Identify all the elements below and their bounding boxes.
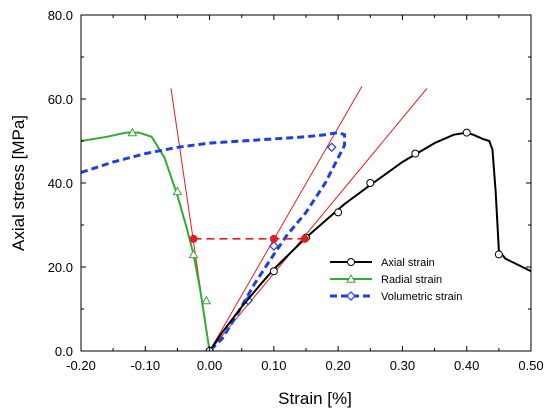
radial-strain-line <box>81 131 211 351</box>
radial-strain-point <box>201 295 212 305</box>
guide-5-line <box>209 86 363 351</box>
axial-strain-point <box>411 149 420 158</box>
x-axis-title: Strain [%] <box>278 389 352 408</box>
guide-3-point <box>300 234 309 243</box>
legend-radial-strain-marker <box>346 273 356 283</box>
legend-volumetric-strain-marker <box>346 291 356 301</box>
axial-strain-point <box>269 267 278 276</box>
x-tick-label: 0.20 <box>325 358 350 373</box>
plot-layer <box>81 86 531 351</box>
y-tick-label: 40.0 <box>48 176 73 191</box>
axes-layer: -0.20 -0.10 0.00 0.10 0.20 0.30 0.40 0.50 0.0 20.… <box>48 8 544 373</box>
x-tick-label: 0.30 <box>390 358 415 373</box>
axial-strain-point <box>494 250 503 259</box>
plot-area <box>81 86 531 351</box>
radial-strain-point <box>188 249 199 259</box>
axial-strain-point <box>366 179 375 187</box>
radial-strain-point <box>172 186 183 196</box>
legend-axial-strain-marker <box>347 258 355 266</box>
legend-volumetric-strain-label: Volumetric strain <box>381 291 462 303</box>
legend: Axial strain Radial strain Volumetric stra… <box>330 257 462 303</box>
legend-axial-strain-label: Axial strain <box>381 257 435 269</box>
x-tick-label: 0.00 <box>197 358 222 373</box>
x-tick-label: 0.50 <box>518 358 543 373</box>
x-tick-label: 0.10 <box>261 358 286 373</box>
x-tick-label: -0.20 <box>66 358 96 373</box>
volumetric-strain-point <box>269 241 279 251</box>
guide-3-point <box>189 234 198 243</box>
axial-strain-point <box>334 208 343 217</box>
radial-strain-point <box>127 127 138 137</box>
y-tick-label: 20.0 <box>48 260 73 275</box>
y-tick-label: 80.0 <box>48 8 73 23</box>
guide-6-line <box>209 88 428 351</box>
x-tick-label: -0.10 <box>130 358 160 373</box>
legend-radial-strain-label: Radial strain <box>381 274 442 286</box>
axial-strain-line <box>208 131 531 351</box>
volumetric-strain-point <box>326 142 337 153</box>
y-tick-label: 60.0 <box>48 92 73 107</box>
volumetric-strain-line <box>81 131 347 351</box>
x-tick-label: 0.40 <box>454 358 479 373</box>
guide-3-point <box>269 234 278 243</box>
axial-strain-point <box>462 128 471 137</box>
y-axis-title: Axial stress [MPa] <box>9 115 28 251</box>
y-tick-label: 0.0 <box>55 344 73 359</box>
